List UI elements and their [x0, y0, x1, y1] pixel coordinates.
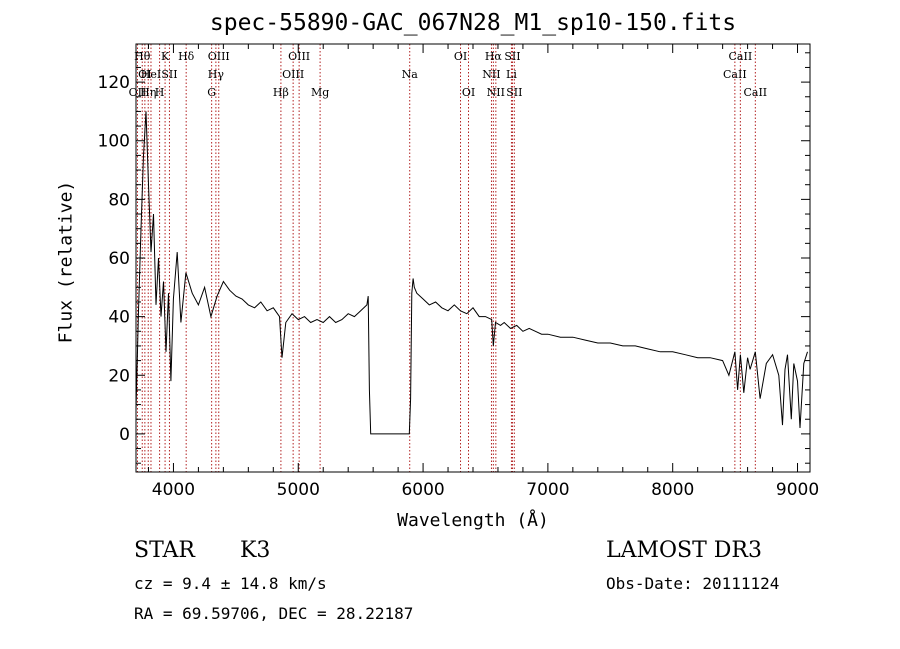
line-label: CaII [743, 86, 767, 99]
line-labels: OIIHθOIHηHeIHKSIIHδGHγOIIIHβOIIIOIIIMgNa… [129, 50, 768, 99]
y-tick-label: 60 [108, 249, 130, 269]
line-label: NII [482, 68, 500, 81]
line-label: OII [129, 86, 147, 99]
line-label: CaII [723, 68, 747, 81]
y-tick-label: 0 [119, 425, 130, 445]
y-tick-label: 80 [108, 190, 130, 210]
line-label: SII [161, 68, 177, 81]
y-tick-label: 120 [98, 73, 130, 93]
line-label: Hδ [178, 50, 195, 63]
line-label: K [161, 50, 170, 63]
line-label: Li [506, 68, 517, 81]
line-label: NII [487, 86, 505, 99]
object-subclass: K3 [240, 538, 271, 563]
obs-date: Obs-Date: 20111124 [606, 574, 780, 593]
line-label: G [207, 86, 216, 99]
line-label: CaII [729, 50, 753, 63]
plot-frame [135, 43, 811, 473]
axes: 4000 5000 6000 7000 8000 9000 0 20 40 60 80 100 120 [98, 44, 819, 500]
line-label: Hγ [208, 68, 225, 81]
line-label: HeI [141, 68, 161, 81]
y-axis-label: Flux (relative) [55, 180, 77, 344]
x-tick-label: 7000 [526, 480, 569, 500]
line-label: Hθ [134, 50, 151, 63]
object-class: STAR [134, 538, 195, 563]
line-label: OI [462, 86, 475, 99]
x-tick-label: 8000 [651, 480, 694, 500]
line-label: OIII [208, 50, 230, 63]
line-label: Mg [311, 86, 329, 99]
x-tick-label: 5000 [277, 480, 320, 500]
redshift-text: cz = 9.4 ± 14.8 km/s [134, 574, 327, 593]
line-label: H [155, 86, 165, 99]
line-label: Na [402, 68, 419, 81]
x-tick-label: 4000 [152, 480, 195, 500]
coordinates: RA = 69.59706, DEC = 28.22187 [134, 604, 414, 623]
survey-name: LAMOST DR3 [606, 538, 762, 563]
line-label: OI [454, 50, 467, 63]
line-label: OIII [288, 50, 310, 63]
line-label: OIII [282, 68, 304, 81]
x-tick-label: 9000 [776, 480, 819, 500]
line-label: Hα [485, 50, 503, 63]
y-tick-label: 100 [98, 132, 130, 152]
line-label: SII [506, 86, 522, 99]
line-label: OI [138, 68, 151, 81]
x-axis-label: Wavelength (Å) [397, 510, 549, 531]
line-label: Hη [140, 86, 156, 99]
x-tick-label: 6000 [401, 480, 444, 500]
y-tick-label: 40 [108, 308, 130, 328]
emission-line-markers [136, 44, 756, 472]
y-tick-label: 20 [108, 366, 130, 386]
line-label: SII [504, 50, 520, 63]
chart-title: spec-55890-GAC_067N28_M1_sp10-150.fits [209, 10, 737, 36]
line-label: Hβ [273, 86, 289, 99]
spectrum-flux-line [135, 111, 808, 435]
